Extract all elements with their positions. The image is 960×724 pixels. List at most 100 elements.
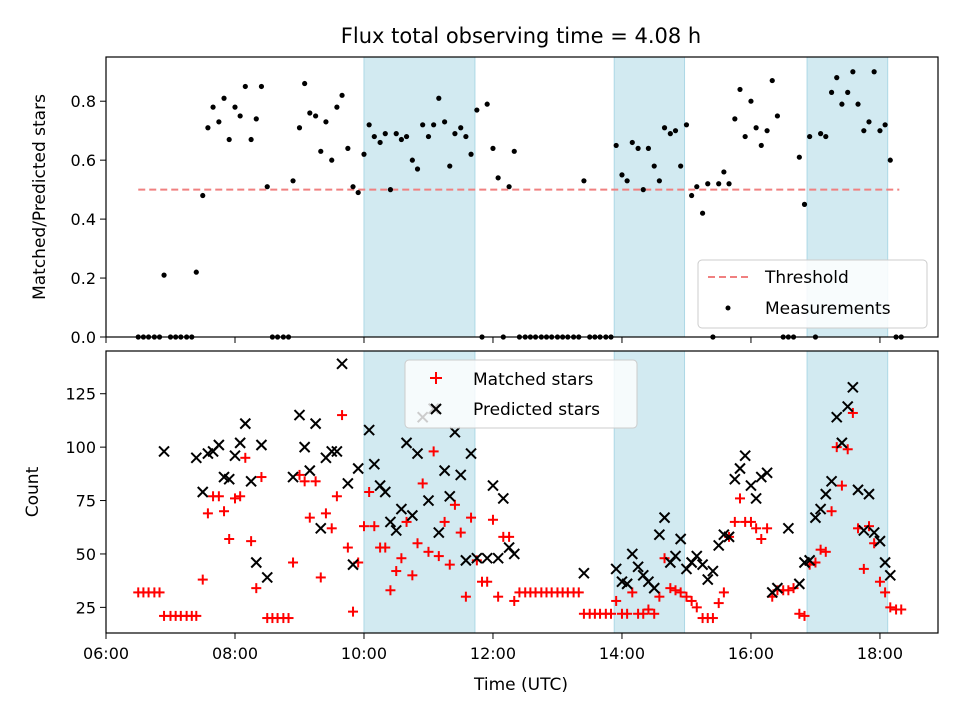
- matched-star-point: [745, 516, 756, 527]
- matched-star-point: [256, 472, 267, 483]
- measurement-point: [887, 157, 893, 163]
- y-tick-label: 100: [65, 438, 96, 457]
- matched-star-point: [396, 553, 407, 564]
- matched-star-point: [288, 557, 299, 568]
- measurement-point: [882, 122, 888, 128]
- predicted-star-point: [331, 445, 343, 458]
- predicted-star-point: [874, 535, 886, 547]
- predicted-star-point: [879, 556, 891, 569]
- measurement-point: [361, 151, 367, 157]
- measurement-point: [672, 128, 679, 134]
- matched-star-point: [412, 538, 423, 549]
- predicted-stars-points: [158, 358, 896, 599]
- measurement-point: [468, 151, 474, 157]
- measurement-point: [403, 133, 410, 140]
- matched-star-point: [670, 585, 681, 596]
- measurement-point: [420, 122, 426, 128]
- predicted-star-point: [691, 550, 703, 562]
- matched-star-point: [315, 572, 326, 583]
- measurement-point: [818, 131, 824, 137]
- legend-measurement-swatch: [725, 305, 731, 311]
- predicted-star-point: [578, 567, 590, 579]
- matched-star-point: [573, 587, 584, 598]
- measurement-point: [506, 184, 512, 190]
- predicted-star-point: [223, 473, 235, 485]
- predicted-star-point: [438, 464, 451, 477]
- matched-star-point: [428, 446, 439, 457]
- legend-matched-swatch: [430, 372, 442, 384]
- measurement-point: [377, 139, 383, 146]
- shaded-interval: [613, 56, 686, 338]
- measurement-point: [619, 172, 625, 178]
- measurement-point: [721, 169, 727, 175]
- predicted-star-point: [347, 558, 359, 571]
- predicted-star-point: [868, 526, 880, 539]
- matched-star-point: [369, 521, 380, 532]
- matched-star-point: [482, 576, 493, 587]
- matched-star-point: [310, 476, 321, 487]
- predicted-star-point: [771, 582, 784, 594]
- measurement-point: [474, 107, 480, 113]
- matched-star-point: [444, 559, 455, 570]
- matched-star-point: [826, 506, 837, 517]
- measurement-point: [635, 145, 641, 151]
- legend-threshold-label: Threshold: [764, 268, 849, 288]
- measurement-point: [425, 133, 432, 140]
- measurement-points: [135, 69, 904, 340]
- measurement-point: [753, 125, 759, 131]
- predicted-star-point: [852, 484, 864, 496]
- predicted-star-point: [449, 426, 461, 438]
- measurement-point: [737, 86, 743, 93]
- predicted-star-point: [411, 447, 424, 460]
- measurement-point: [329, 157, 335, 163]
- measurement-point: [232, 104, 238, 110]
- matched-star-point: [487, 514, 498, 525]
- predicted-star-point: [761, 467, 773, 479]
- predicted-star-point: [487, 479, 499, 492]
- matched-star-point: [659, 553, 670, 564]
- matched-star-point: [385, 585, 396, 596]
- predicted-star-point: [326, 445, 338, 458]
- measurement-point: [393, 131, 399, 137]
- measurement-point: [651, 163, 657, 169]
- predicted-star-point: [707, 565, 719, 577]
- predicted-star-point: [841, 400, 854, 413]
- predicted-star-point: [158, 445, 170, 458]
- measurement-point: [861, 128, 867, 134]
- matched-star-point: [788, 583, 799, 594]
- measurement-point: [216, 119, 222, 125]
- predicted-star-point: [734, 462, 746, 475]
- predicted-star-point: [255, 439, 268, 451]
- predicted-star-point: [497, 492, 510, 505]
- measurement-point: [442, 119, 448, 125]
- predicted-star-point: [368, 458, 381, 470]
- measurement-point: [290, 178, 296, 184]
- predicted-star-point: [702, 573, 714, 586]
- measurement-point: [334, 104, 340, 110]
- measurement-point: [667, 131, 673, 137]
- top-legend-box: [697, 259, 928, 329]
- measurement-point: [302, 80, 308, 87]
- predicted-star-point: [825, 475, 838, 488]
- predicted-star-point: [723, 531, 735, 543]
- measurement-point: [705, 181, 711, 187]
- legend-predicted-label: Predicted stars: [473, 400, 600, 420]
- bottom-legend-box: [404, 359, 638, 429]
- matched-star-point: [880, 587, 891, 598]
- figure-title: Flux total observing time = 4.08 h: [341, 24, 701, 48]
- matched-star-point: [326, 523, 337, 534]
- matched-star-point: [627, 587, 638, 598]
- predicted-star-point: [293, 409, 306, 421]
- measurement-point: [850, 69, 856, 75]
- matched-star-point: [493, 591, 504, 602]
- matched-star-point: [622, 608, 633, 619]
- measurement-point: [323, 119, 329, 125]
- matched-star-point: [820, 546, 831, 557]
- matched-star-point: [460, 591, 471, 602]
- measurement-point: [613, 142, 619, 149]
- matched-star-point: [734, 493, 745, 504]
- measurement-point: [678, 163, 684, 169]
- predicted-star-point: [455, 469, 467, 481]
- predicted-star-point: [729, 473, 741, 485]
